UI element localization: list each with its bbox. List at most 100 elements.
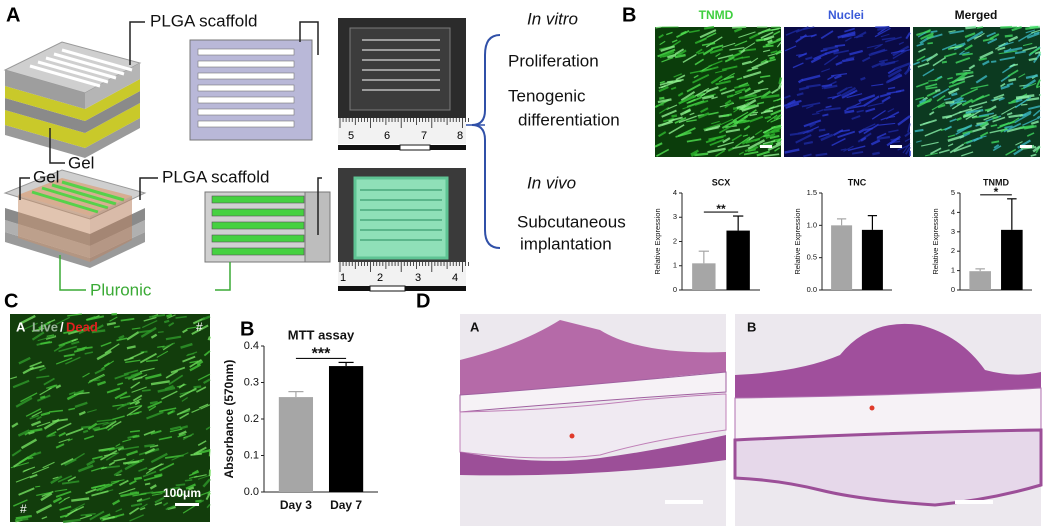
- texture: [170, 486, 180, 491]
- texture: [186, 351, 198, 357]
- texture: [845, 37, 852, 42]
- texture: [124, 356, 134, 362]
- texture: [774, 147, 781, 152]
- texture: [42, 461, 55, 469]
- texture: [88, 373, 105, 383]
- texture: [904, 131, 911, 138]
- texture: [760, 94, 780, 99]
- texture: [92, 455, 103, 460]
- bar: [278, 397, 314, 492]
- bar: [969, 271, 991, 290]
- texture: [1008, 117, 1020, 125]
- texture: [31, 331, 45, 341]
- texture: [925, 83, 938, 89]
- texture: [84, 351, 94, 355]
- texture: [157, 331, 164, 334]
- texture: [871, 83, 884, 87]
- texture: [29, 361, 42, 368]
- texture: [964, 32, 976, 39]
- texture: [784, 45, 797, 52]
- scaffold-schematic-bottom: [204, 191, 331, 263]
- texture: [721, 42, 736, 48]
- texture: [823, 84, 838, 90]
- texture: [706, 32, 717, 38]
- texture: [738, 119, 750, 124]
- texture: [65, 427, 84, 436]
- y-tick-label: 0.0: [807, 285, 817, 294]
- texture: [165, 505, 176, 511]
- texture: [703, 87, 710, 92]
- texture: [1004, 125, 1013, 129]
- texture: [874, 27, 891, 38]
- texture: [949, 30, 964, 35]
- texture: [715, 52, 721, 57]
- texture: [948, 87, 960, 95]
- label: PLGA scaffold: [162, 167, 269, 186]
- texture: [1022, 46, 1038, 52]
- texture: [704, 126, 719, 132]
- texture: [1017, 139, 1031, 149]
- texture: [995, 42, 1006, 50]
- texture: [103, 452, 117, 457]
- texture: [702, 47, 714, 56]
- texture: [890, 137, 900, 145]
- texture: [841, 57, 855, 63]
- label: implantation: [520, 234, 612, 253]
- ruler-label: 4: [452, 272, 458, 284]
- texture: [701, 94, 715, 100]
- texture: [763, 153, 780, 157]
- texture: [93, 379, 101, 382]
- texture: [109, 316, 118, 322]
- bar: [692, 263, 716, 290]
- texture: [196, 449, 211, 455]
- texture: [674, 53, 686, 59]
- texture: [742, 71, 762, 79]
- texture: [202, 315, 211, 321]
- x-tick-label: Day 7: [330, 498, 362, 512]
- texture: [677, 49, 687, 57]
- texture: [659, 96, 665, 100]
- texture: [659, 40, 666, 46]
- texture: [1000, 82, 1006, 88]
- texture: [151, 492, 163, 496]
- texture: [144, 443, 155, 448]
- texture: [912, 61, 921, 66]
- texture: [195, 499, 202, 503]
- texture: [855, 31, 867, 39]
- texture: [871, 49, 888, 55]
- texture: [982, 60, 990, 66]
- texture: [58, 345, 78, 353]
- texture: [191, 324, 209, 336]
- bar: [1001, 229, 1023, 290]
- texture: [659, 106, 670, 114]
- texture: [165, 335, 182, 341]
- texture: [834, 44, 846, 48]
- texture: [743, 151, 759, 156]
- texture: [55, 490, 72, 498]
- texture: [122, 460, 140, 465]
- texture: [182, 504, 197, 514]
- texture: [803, 153, 812, 158]
- y-tick-label: 0.1: [244, 449, 259, 461]
- texture: [677, 92, 684, 97]
- channel-label: Nuclei: [828, 8, 864, 22]
- texture: [941, 60, 948, 64]
- texture: [87, 409, 97, 413]
- texture: [738, 82, 749, 88]
- texture: [191, 408, 200, 413]
- texture: [923, 121, 931, 125]
- texture: [163, 319, 170, 324]
- texture: [71, 340, 80, 345]
- texture: [734, 136, 751, 148]
- texture: [141, 389, 151, 392]
- texture: [129, 398, 142, 405]
- texture: [126, 345, 136, 350]
- texture: [738, 151, 744, 156]
- texture: [767, 142, 782, 151]
- texture: [125, 359, 141, 364]
- texture: [196, 386, 207, 393]
- texture: [82, 429, 89, 434]
- texture: [131, 327, 141, 330]
- texture: [144, 447, 156, 455]
- texture: [771, 27, 782, 31]
